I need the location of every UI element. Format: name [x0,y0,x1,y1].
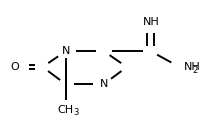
Text: N: N [100,79,108,89]
Text: O: O [10,62,19,72]
Text: N: N [61,46,70,56]
Text: 3: 3 [73,108,79,117]
Text: CH: CH [58,105,74,115]
Text: NH: NH [184,62,201,72]
Text: NH: NH [142,17,159,27]
Text: 2: 2 [192,66,197,75]
